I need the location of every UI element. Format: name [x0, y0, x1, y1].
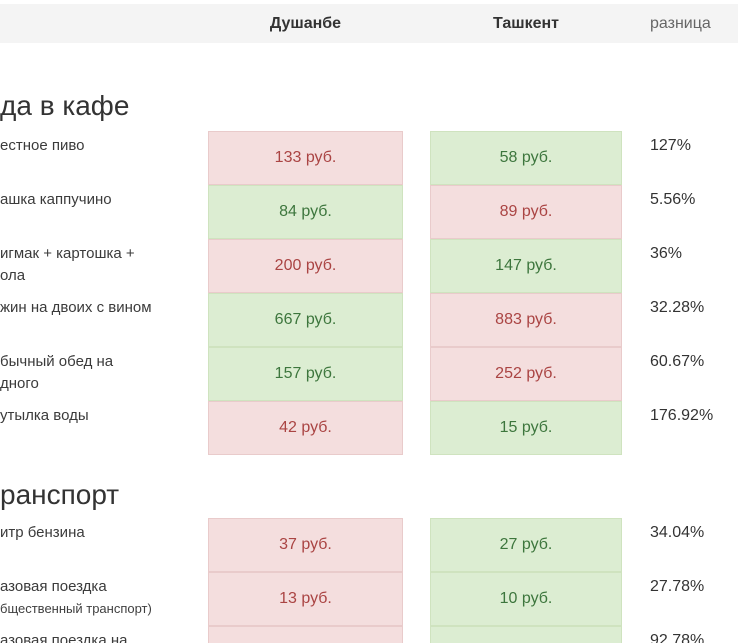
price-cell-city1: 157 руб.	[208, 347, 403, 401]
row-label-line: дного	[0, 375, 39, 392]
row-label: игмак + картошка + ола	[0, 243, 202, 287]
difference-value: 27.78%	[650, 578, 705, 595]
price-value: 37 руб.	[279, 536, 332, 553]
column-header-city2: Ташкент	[492, 15, 559, 32]
price-value: 15 руб.	[499, 419, 553, 436]
difference-value: 5.56%	[650, 191, 696, 208]
price-cell-city1: 42 руб.	[208, 401, 403, 455]
row-label-line: жин на двоих с вином	[0, 299, 152, 316]
section-title-transport: ранспорт	[0, 479, 120, 511]
difference-value: 127%	[650, 137, 691, 154]
price-value: 883 руб.	[495, 311, 557, 328]
price-cell-city1: 133 руб.	[208, 131, 403, 185]
price-cell-city2	[430, 626, 622, 643]
difference-value: 36%	[650, 245, 683, 262]
price-value: 667 руб.	[274, 311, 337, 328]
row-label-line: естное пиво	[0, 137, 85, 154]
row-label: жин на двоих с вином	[0, 297, 202, 319]
row-label: азовая поездка бщественный транспорт)	[0, 576, 202, 620]
row-label: утылка воды	[0, 405, 202, 427]
row-label-line-small: бщественный транспорт)	[0, 601, 152, 616]
price-cell-city2: 27 руб.	[430, 518, 622, 572]
price-cell-city2: 89 руб.	[430, 185, 622, 239]
price-value: 58 руб.	[499, 149, 553, 166]
price-value: 42 руб.	[279, 419, 332, 436]
price-value: 27 руб.	[499, 536, 553, 553]
row-label-line: итр бензина	[0, 524, 85, 541]
price-cell-city2: 147 руб.	[430, 239, 622, 293]
row-label: азовая поездка на	[0, 630, 202, 643]
price-value: 84 руб.	[279, 203, 332, 220]
row-label-line: бычный обед на	[0, 353, 114, 370]
table-row: жин на двоих с вином 667 руб. 883 руб. 3…	[0, 293, 738, 347]
price-cell-city1: 84 руб.	[208, 185, 403, 239]
price-cell-city1: 200 руб.	[208, 239, 403, 293]
row-label-line: ола	[0, 267, 26, 284]
table-row: ашка каппучино 84 руб. 89 руб. 5.56%	[0, 185, 738, 239]
price-cell-city1: 13 руб.	[208, 572, 403, 626]
price-cell-city2: 15 руб.	[430, 401, 622, 455]
row-label-line: утылка воды	[0, 407, 89, 424]
row-label: итр бензина	[0, 522, 202, 544]
row-label-line: игмак + картошка +	[0, 245, 135, 262]
difference-value: 176.92%	[650, 407, 714, 424]
price-value: 157 руб.	[274, 365, 337, 382]
difference-value: 34.04%	[650, 524, 705, 541]
table-row: утылка воды 42 руб. 15 руб. 176.92%	[0, 401, 738, 455]
difference-value: 32.28%	[650, 299, 705, 316]
price-cell-city2: 58 руб.	[430, 131, 622, 185]
table-row: итр бензина 37 руб. 27 руб. 34.04%	[0, 518, 738, 572]
price-value: 147 руб.	[495, 257, 557, 274]
price-cell-city2: 883 руб.	[430, 293, 622, 347]
table-row: игмак + картошка + ола 200 руб. 147 руб.…	[0, 239, 738, 293]
section-title-cafe: да в кафе	[0, 90, 130, 122]
row-label-line: ашка каппучино	[0, 191, 112, 208]
price-cell-city1: 37 руб.	[208, 518, 403, 572]
column-header-city1: Душанбе	[269, 15, 342, 32]
difference-value: 60.67%	[650, 353, 705, 370]
price-value: 200 руб.	[274, 257, 337, 274]
row-label: естное пиво	[0, 135, 202, 157]
row-label: бычный обед на дного	[0, 351, 202, 395]
column-header-difference: разница	[650, 15, 711, 32]
section-transport-rows: итр бензина 37 руб. 27 руб. 34.04% азова…	[0, 518, 738, 643]
price-cell-city1: 667 руб.	[208, 293, 403, 347]
price-value: 252 руб.	[495, 365, 557, 382]
price-cell-city2: 252 руб.	[430, 347, 622, 401]
row-label: ашка каппучино	[0, 189, 202, 211]
price-value: 89 руб.	[499, 203, 553, 220]
table-row: естное пиво 133 руб. 58 руб. 127%	[0, 131, 738, 185]
table-header: Душанбе Ташкент разница	[0, 4, 738, 43]
row-label-line: азовая поездка на	[0, 632, 128, 643]
row-label-line: азовая поездка	[0, 578, 107, 595]
price-value: 133 руб.	[274, 149, 337, 166]
table-row: бычный обед на дного 157 руб. 252 руб. 6…	[0, 347, 738, 401]
price-value: 10 руб.	[499, 590, 553, 607]
difference-value: 92.78%	[650, 632, 705, 643]
price-value: 13 руб.	[279, 590, 332, 607]
price-cell-city1	[208, 626, 403, 643]
table-row: азовая поездка бщественный транспорт) 13…	[0, 572, 738, 626]
price-cell-city2: 10 руб.	[430, 572, 622, 626]
section-cafe-rows: естное пиво 133 руб. 58 руб. 127% ашка к…	[0, 131, 738, 455]
table-row: азовая поездка на 92.78%	[0, 626, 738, 643]
